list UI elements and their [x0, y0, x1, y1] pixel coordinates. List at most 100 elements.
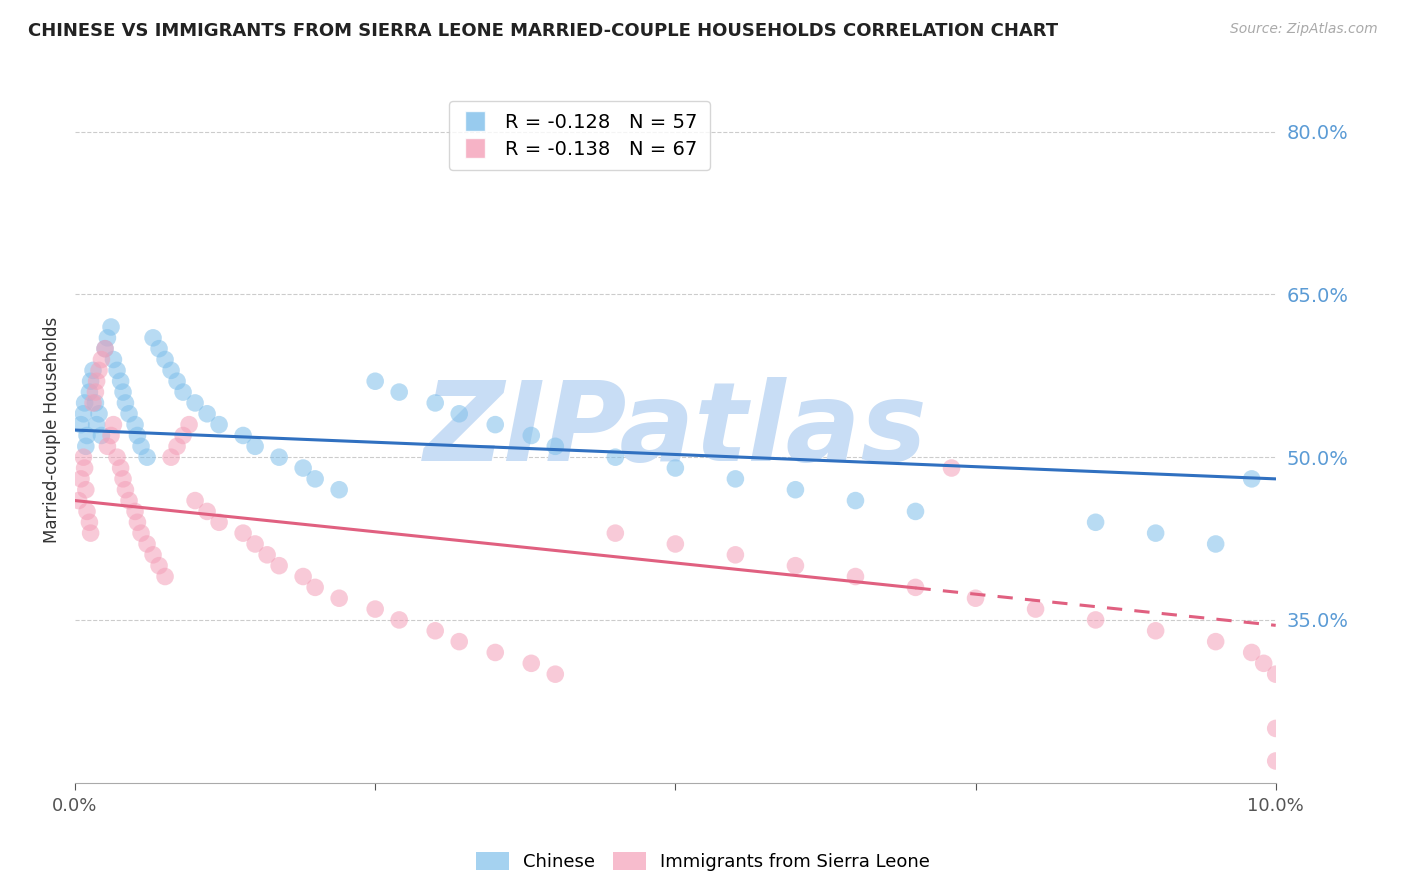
Point: [127, 516, 149, 530]
Point: [328, 483, 350, 497]
Point: [1025, 602, 1047, 616]
Point: [425, 624, 447, 638]
Point: [243, 439, 266, 453]
Point: [129, 526, 152, 541]
Point: [73, 396, 96, 410]
Point: [82, 396, 104, 410]
Point: [904, 580, 927, 594]
Point: [605, 450, 627, 465]
Point: [484, 645, 506, 659]
Point: [96, 439, 118, 453]
Text: ZIPatlas: ZIPatlas: [423, 376, 927, 483]
Point: [70, 472, 93, 486]
Point: [79, 374, 101, 388]
Point: [520, 428, 543, 442]
Point: [232, 428, 254, 442]
Point: [73, 461, 96, 475]
Point: [388, 385, 411, 400]
Text: CHINESE VS IMMIGRANTS FROM SIERRA LEONE MARRIED-COUPLE HOUSEHOLDS CORRELATION CH: CHINESE VS IMMIGRANTS FROM SIERRA LEONE …: [28, 22, 1059, 40]
Point: [304, 472, 326, 486]
Point: [100, 428, 122, 442]
Point: [153, 569, 176, 583]
Point: [127, 428, 149, 442]
Point: [1144, 624, 1167, 638]
Point: [425, 396, 447, 410]
Point: [304, 580, 326, 594]
Point: [328, 591, 350, 606]
Point: [1240, 645, 1263, 659]
Point: [292, 569, 315, 583]
Point: [72, 407, 94, 421]
Point: [844, 493, 866, 508]
Point: [160, 363, 183, 377]
Point: [153, 352, 176, 367]
Point: [1205, 537, 1227, 551]
Point: [904, 504, 927, 518]
Legend: R = -0.128   N = 57, R = -0.138   N = 67: R = -0.128 N = 57, R = -0.138 N = 67: [449, 102, 710, 170]
Point: [136, 450, 159, 465]
Point: [75, 439, 97, 453]
Point: [70, 417, 93, 432]
Point: [1264, 667, 1286, 681]
Point: [86, 417, 108, 432]
Point: [75, 483, 97, 497]
Point: [76, 428, 98, 442]
Point: [87, 407, 110, 421]
Point: [664, 461, 686, 475]
Point: [166, 439, 188, 453]
Point: [94, 342, 117, 356]
Point: [124, 504, 146, 518]
Point: [724, 472, 747, 486]
Point: [844, 569, 866, 583]
Point: [544, 667, 567, 681]
Point: [1084, 516, 1107, 530]
Point: [364, 374, 387, 388]
Point: [965, 591, 987, 606]
Point: [84, 396, 107, 410]
Point: [1084, 613, 1107, 627]
Point: [166, 374, 188, 388]
Point: [100, 320, 122, 334]
Point: [87, 363, 110, 377]
Point: [79, 516, 101, 530]
Point: [79, 526, 101, 541]
Point: [124, 417, 146, 432]
Point: [292, 461, 315, 475]
Point: [129, 439, 152, 453]
Point: [76, 504, 98, 518]
Point: [84, 385, 107, 400]
Point: [103, 417, 125, 432]
Point: [112, 385, 135, 400]
Point: [941, 461, 963, 475]
Point: [484, 417, 506, 432]
Point: [184, 493, 207, 508]
Point: [232, 526, 254, 541]
Point: [67, 493, 90, 508]
Point: [148, 558, 170, 573]
Point: [136, 537, 159, 551]
Point: [785, 558, 807, 573]
Legend: Chinese, Immigrants from Sierra Leone: Chinese, Immigrants from Sierra Leone: [468, 845, 938, 879]
Y-axis label: Married-couple Households: Married-couple Households: [44, 317, 60, 543]
Point: [142, 548, 165, 562]
Point: [520, 657, 543, 671]
Point: [724, 548, 747, 562]
Point: [177, 417, 200, 432]
Point: [1144, 526, 1167, 541]
Point: [172, 428, 194, 442]
Point: [388, 613, 411, 627]
Point: [243, 537, 266, 551]
Point: [118, 493, 141, 508]
Point: [96, 331, 118, 345]
Point: [1264, 754, 1286, 768]
Text: Source: ZipAtlas.com: Source: ZipAtlas.com: [1230, 22, 1378, 37]
Point: [86, 374, 108, 388]
Point: [110, 461, 132, 475]
Point: [1205, 634, 1227, 648]
Point: [105, 450, 128, 465]
Point: [785, 483, 807, 497]
Point: [269, 558, 291, 573]
Point: [112, 472, 135, 486]
Point: [114, 396, 136, 410]
Point: [256, 548, 278, 562]
